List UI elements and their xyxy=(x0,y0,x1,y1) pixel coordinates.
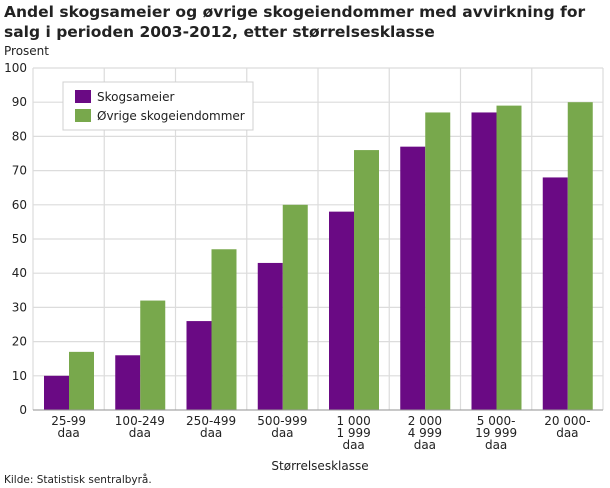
y-tick-label: 50 xyxy=(12,232,27,246)
x-tick-label: 250-499 daa xyxy=(186,414,236,440)
legend-swatch xyxy=(75,109,91,122)
y-tick-label: 80 xyxy=(12,129,27,143)
bar-skogsameier-4 xyxy=(329,211,354,410)
x-tick-label: 1 000 1 999 daa xyxy=(336,414,370,452)
y-tick-label: 10 xyxy=(12,369,27,383)
chart-title: Andel skogsameier og øvrige skogeiendomm… xyxy=(4,3,586,41)
bar-skogsameier-7 xyxy=(542,177,568,410)
legend-label: Skogsameier xyxy=(97,90,174,104)
x-tick-label: 5 000-19 999 daa xyxy=(475,414,517,452)
bar-ovrige-0 xyxy=(69,351,94,410)
y-tick-label: 70 xyxy=(12,164,27,178)
legend-box xyxy=(62,81,254,131)
x-tick-label: 500-999 daa xyxy=(257,414,307,440)
bar-ovrige-5 xyxy=(425,112,451,411)
bar-ovrige-4 xyxy=(354,150,379,410)
x-tick-label: 2 000 4 999 daa xyxy=(408,414,442,452)
bar-skogsameier-3 xyxy=(257,262,283,410)
bar-skogsameier-6 xyxy=(471,112,497,411)
bar-ovrige-7 xyxy=(567,102,593,410)
x-tick-label: 25-99 daa xyxy=(51,414,86,440)
source-note: Kilde: Statistisk sentralbyrå. xyxy=(4,474,152,486)
bar-skogsameier-5 xyxy=(400,146,426,410)
y-tick-label: 60 xyxy=(12,198,27,212)
y-tick-label: 40 xyxy=(12,266,27,280)
bar-ovrige-2 xyxy=(211,249,237,410)
bar-ovrige-1 xyxy=(140,300,166,410)
bar-skogsameier-1 xyxy=(115,355,141,410)
y-tick-label: 30 xyxy=(12,300,27,314)
legend-swatch xyxy=(75,90,91,103)
bar-ovrige-6 xyxy=(496,105,522,411)
y-tick-label: 20 xyxy=(12,335,27,349)
bar-ovrige-3 xyxy=(282,204,308,410)
y-axis-label: Prosent xyxy=(4,44,49,58)
x-axis-label: Størrelsesklasse xyxy=(271,459,369,473)
legend-label: Øvrige skogeiendommer xyxy=(97,109,245,123)
bar-skogsameier-0 xyxy=(44,375,69,410)
y-tick-label: 100 xyxy=(4,61,27,75)
x-tick-label: 20 000-daa xyxy=(544,414,590,440)
x-tick-label: 100-249 daa xyxy=(115,414,165,440)
y-tick-label: 90 xyxy=(12,95,27,109)
bar-skogsameier-2 xyxy=(186,321,212,410)
y-tick-label: 0 xyxy=(19,403,27,417)
